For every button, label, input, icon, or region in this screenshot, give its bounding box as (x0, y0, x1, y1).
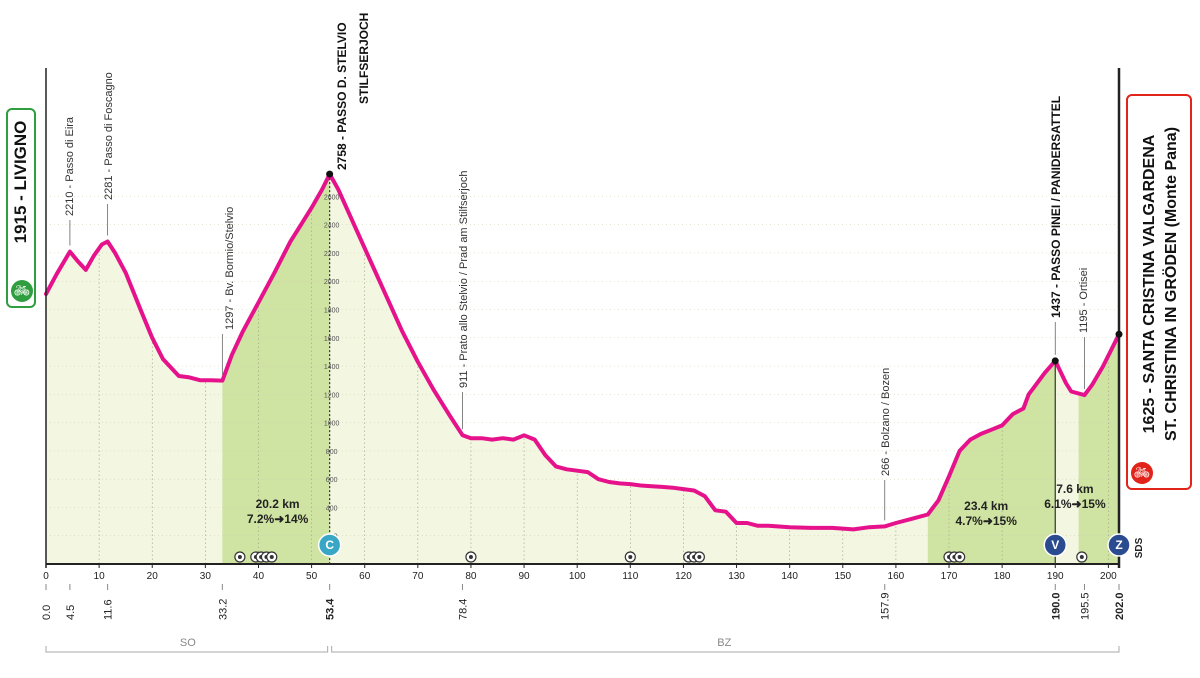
finish-label-line1: 1625 - SANTA CRISTINA VALGARDENA (1141, 134, 1158, 434)
climb-area-2 (927, 360, 1056, 564)
y-tick-label: 1000 (324, 421, 340, 428)
x-tick-label: 60 (359, 571, 371, 582)
peak-label: 911 - Prato allo Stelvio / Prad am Stilf… (458, 171, 470, 388)
x-tick-label: 130 (728, 571, 745, 582)
cyclist-icon: 🚲︎ (1131, 462, 1153, 484)
km-label: 157.9 (880, 592, 892, 620)
peak-label: 2210 - Passo di Eira (64, 116, 76, 216)
peak-label: 1195 - Ortisei (1078, 268, 1090, 333)
x-tick-label: 20 (147, 571, 159, 582)
road-feature-dot (628, 555, 633, 559)
peak-label: 2758 - PASSO D. STELVIO (335, 22, 349, 170)
y-tick-label: 600 (326, 477, 338, 484)
km-label: 4.5 (65, 605, 77, 620)
road-feature-dot (237, 555, 242, 559)
x-tick-label: 150 (834, 571, 851, 582)
x-tick-label: 40 (253, 571, 265, 582)
climb-length: 20.2 km (256, 497, 300, 511)
x-tick-label: 190 (1047, 571, 1064, 582)
y-tick-label: 2200 (324, 251, 340, 258)
region-bracket-so (45, 646, 329, 653)
km-label: 195.5 (1079, 592, 1091, 620)
x-tick-label: 10 (94, 571, 106, 582)
y-tick-label: 1800 (324, 308, 340, 315)
profile-fill-layer (46, 174, 1119, 564)
peak-label: STILFSERJOCH (357, 13, 371, 104)
y-tick-label: 400 (326, 505, 338, 512)
profile-line-layer (44, 172, 1121, 532)
climb-gradient: 6.1%➜15% (1044, 497, 1106, 511)
y-tick-label: 800 (326, 449, 338, 456)
x-tick-label: 110 (622, 571, 638, 582)
x-tick-label: 90 (519, 571, 531, 582)
start-badge: 1915 - LIVIGNO 🚲︎ (6, 108, 36, 308)
summit-dot (1051, 357, 1059, 365)
summit-dot (326, 170, 334, 178)
y-tick-label: 2600 (324, 194, 340, 201)
sprint-label: SDS (1134, 537, 1145, 558)
x-tick-label: 50 (306, 571, 318, 582)
finish-label-line2: ST. CHRISTINA IN GRÖDEN (Monte Pana) (1163, 126, 1180, 442)
region-bracket-bz (331, 646, 1120, 653)
road-feature-dot (468, 555, 473, 559)
x-tick-label: 180 (994, 571, 1011, 582)
road-feature-dot (269, 555, 274, 559)
y-tick-label: 1200 (324, 392, 340, 399)
marker-label: V (1051, 538, 1059, 552)
summit-dot (1115, 330, 1123, 338)
km-label: 78.4 (457, 599, 469, 620)
label-layer: 2210 - Passo di Eira 2281 - Passo di Fosc… (64, 13, 1145, 563)
marker-c (317, 533, 342, 557)
x-tick-label: 120 (675, 571, 692, 582)
region-label-so: SO (180, 637, 196, 649)
finish-badge: 1625 - SANTA CRISTINA VALGARDENA ST. CHR… (1126, 94, 1192, 490)
peak-label: 266 - Bolzano / Bozen (880, 368, 892, 476)
marker-label: Z (1115, 538, 1122, 552)
peak-label: 2281 - Passo di Foscagno (103, 72, 115, 200)
x-tick-label: 80 (465, 571, 477, 582)
x-tick-label: 30 (200, 571, 212, 582)
grid-layer (46, 196, 1119, 564)
marker-label: C (325, 538, 334, 552)
climb-gradient: 7.2%➜14% (247, 512, 309, 526)
road-feature-dot (697, 555, 702, 559)
climb-area-1 (222, 174, 330, 564)
axis-layer: 2004006008001000120014001600180020002200… (41, 68, 1126, 653)
marker-z (1107, 533, 1131, 557)
road-feature-dot (1079, 555, 1084, 559)
cyclist-icon: 🚲︎ (11, 280, 33, 302)
km-label: 33.2 (217, 599, 229, 620)
region-label-bz: BZ (717, 637, 731, 649)
x-tick-label: 0 (43, 571, 49, 582)
y-tick-label: 2400 (324, 223, 340, 230)
climb-length: 23.4 km (964, 499, 1008, 513)
km-label: 0.0 (41, 605, 53, 620)
y-tick-label: 1600 (324, 336, 340, 343)
x-tick-label: 140 (781, 571, 798, 582)
x-tick-label: 100 (569, 571, 586, 582)
y-tick-label: 2000 (324, 279, 340, 286)
x-tick-label: 200 (1100, 571, 1117, 582)
x-tick-label: 170 (941, 571, 958, 582)
start-label: 1915 - LIVIGNO (11, 120, 30, 244)
road-feature-dot (957, 555, 962, 559)
y-tick-label: 1400 (324, 364, 340, 371)
x-tick-label: 70 (412, 571, 424, 582)
climb-length: 7.6 km (1056, 482, 1093, 496)
peak-label: 1437 - PASSO PINEI / PANIDERSATTEL (1049, 96, 1063, 318)
km-label: 202.0 (1114, 592, 1126, 620)
km-label: 190.0 (1050, 592, 1062, 620)
km-label: 53.4 (325, 598, 337, 620)
km-label: 11.6 (103, 599, 115, 620)
x-tick-label: 160 (888, 571, 905, 582)
climb-gradient: 4.7%➜15% (955, 514, 1017, 528)
peak-label: 1297 - Bv. Bormio/Stelvio (224, 207, 236, 330)
profile-line (44, 172, 1121, 532)
marker-v (1043, 533, 1068, 557)
